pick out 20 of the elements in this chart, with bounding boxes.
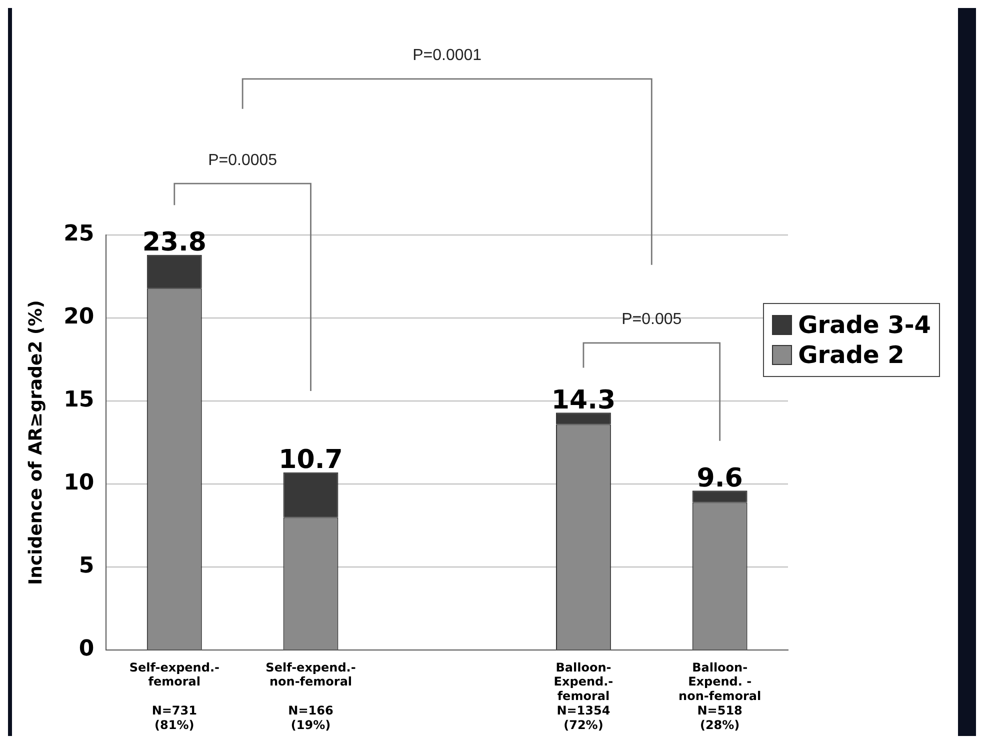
x-tick-label: Balloon- Expend. - non-femoral N=518 (28%) — [678, 660, 762, 732]
y-tick-label: 5 — [78, 554, 94, 579]
legend-label: Grade 3-4 — [798, 310, 931, 340]
y-tick-label: 0 — [78, 636, 94, 662]
y-tick-label: 25 — [64, 222, 94, 247]
total-label: 9.6 — [696, 463, 743, 494]
total-label: 14.3 — [551, 385, 616, 416]
x-tick-label: Balloon- Expend.- femoral N=1354 (72%) — [554, 660, 614, 732]
y-tick-label: 15 — [64, 388, 94, 413]
text: P=0.0005 — [207, 152, 278, 170]
y-axis-title: Incidence of AR≥grade2 (%) — [25, 300, 46, 586]
y-tick-label: 10 — [64, 470, 94, 496]
category-label: Self-expend.- non-femoral N=166 (19%) — [266, 660, 356, 732]
annotation: P=0.005 — [620, 310, 683, 329]
y-tick-label: 20 — [64, 304, 94, 330]
category-label: Self-expend.- femoral N=731 (81%) — [129, 660, 220, 732]
legend-label: Grade 2 — [798, 340, 904, 370]
total-label: 23.8 — [142, 228, 206, 258]
total-label: 10.7 — [278, 445, 343, 476]
text: P=0.0001 — [412, 46, 483, 65]
